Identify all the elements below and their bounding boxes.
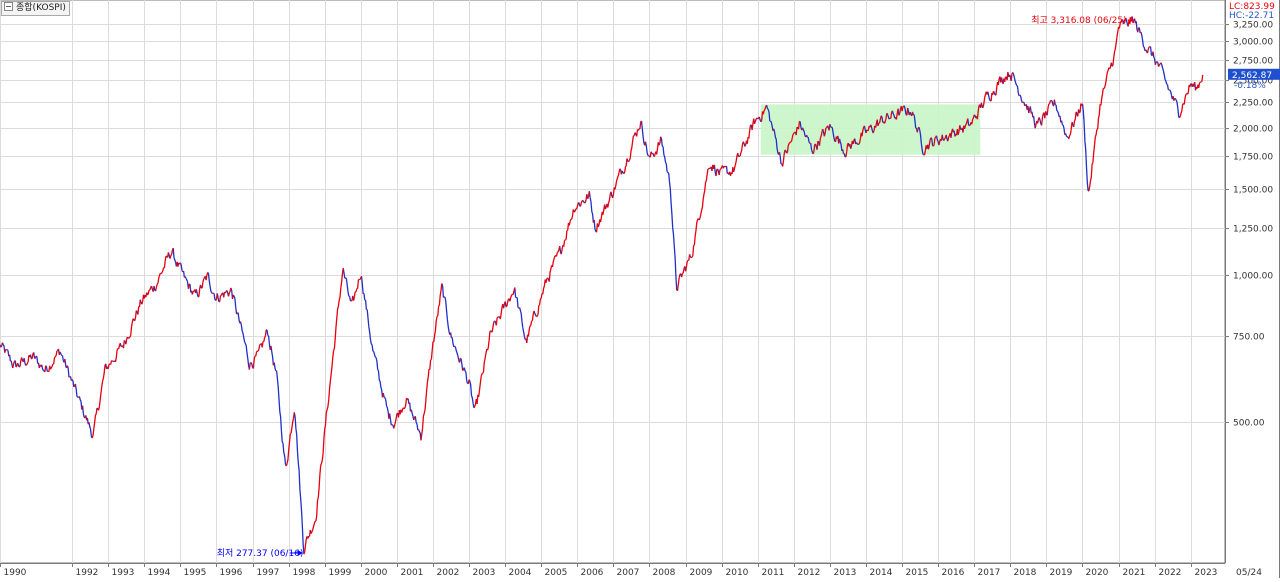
x-tick-label: 2014 (870, 568, 893, 578)
x-tick-label: 1990 (4, 568, 27, 578)
series-line-kospi (0, 16, 1204, 555)
y-tick-label: 2,000.00 (1233, 125, 1273, 135)
y-tick-label: 1,000.00 (1233, 272, 1273, 282)
x-tick-label: 1993 (112, 568, 135, 578)
x-tick-label: 2007 (617, 568, 640, 578)
x-tick-label: 2020 (1086, 568, 1109, 578)
y-tick-label: 1,250.00 (1233, 225, 1273, 235)
x-tick-label: 2022 (1159, 568, 1182, 578)
x-tick-label: 1997 (257, 568, 280, 578)
x-tick-label: 2008 (653, 568, 676, 578)
x-tick-label: 1998 (293, 568, 316, 578)
x-tick-label: 1992 (76, 568, 99, 578)
current-value-label: 2,562.87 (1232, 71, 1272, 81)
annotation-low-label: 최저 277.37 (06/16) (217, 548, 304, 559)
y-tick-label: 1,750.00 (1233, 153, 1273, 163)
y-tick-label: 2,500.00 (1233, 77, 1273, 87)
x-tick-label: 2017 (978, 568, 1001, 578)
y-tick-label: 750.00 (1233, 333, 1265, 343)
current-value-badge (1228, 68, 1280, 80)
x-corner-label: 05/24 (1236, 568, 1262, 578)
annotation-low-arrowhead (297, 550, 303, 556)
x-tick-label: 2006 (581, 568, 604, 578)
x-tick-label: 2013 (834, 568, 857, 578)
x-tick-label: 2009 (690, 568, 713, 578)
y-tick-label: 1,500.00 (1233, 186, 1273, 196)
y-tick-label: 2,250.00 (1233, 99, 1273, 109)
y-tick-label: 2,750.00 (1233, 57, 1273, 67)
x-tick-label: 2015 (906, 568, 929, 578)
x-tick-label: 2023 (1195, 568, 1218, 578)
y-tick-label: 3,000.00 (1233, 38, 1273, 48)
current-change-label: -0.18% (1234, 81, 1266, 91)
x-tick-label: 2000 (365, 568, 388, 578)
lc-label: LC:823.99 (1229, 2, 1275, 12)
x-tick-label: 2018 (1014, 568, 1037, 578)
x-tick-label: 1996 (220, 568, 243, 578)
annotation-high-label: 최고 3,316.08 (06/25) (1031, 15, 1126, 26)
x-tick-label: 2011 (762, 568, 785, 578)
y-tick-label: 500.00 (1233, 419, 1265, 429)
annotation-high-arrowhead (1129, 17, 1134, 23)
x-tick-label: 2004 (509, 568, 532, 578)
plot-frame (0, 0, 1226, 564)
x-tick-label: 2005 (545, 568, 568, 578)
y-tick-label: 3,250.00 (1233, 21, 1273, 31)
x-tick-label: 2016 (942, 568, 965, 578)
x-tick-label: 2003 (473, 568, 496, 578)
x-tick-label: 2010 (726, 568, 749, 578)
series-up-segments (0, 16, 1204, 555)
x-tick-label: 2021 (1123, 568, 1146, 578)
collapse-icon[interactable] (4, 2, 13, 11)
hc-label: HC:-22.71 (1229, 11, 1274, 21)
chart-title-box[interactable]: 종합(KOSPI) (1, 1, 70, 16)
x-tick-label: 2002 (437, 568, 460, 578)
range-highlight-box (760, 104, 981, 155)
chart-title: 종합(KOSPI) (16, 3, 66, 13)
x-tick-label: 2012 (798, 568, 821, 578)
x-tick-label: 2019 (1050, 568, 1073, 578)
x-tick-label: 1995 (184, 568, 207, 578)
x-tick-label: 2001 (401, 568, 424, 578)
x-tick-label: 1994 (148, 568, 171, 578)
x-tick-label: 1999 (329, 568, 352, 578)
